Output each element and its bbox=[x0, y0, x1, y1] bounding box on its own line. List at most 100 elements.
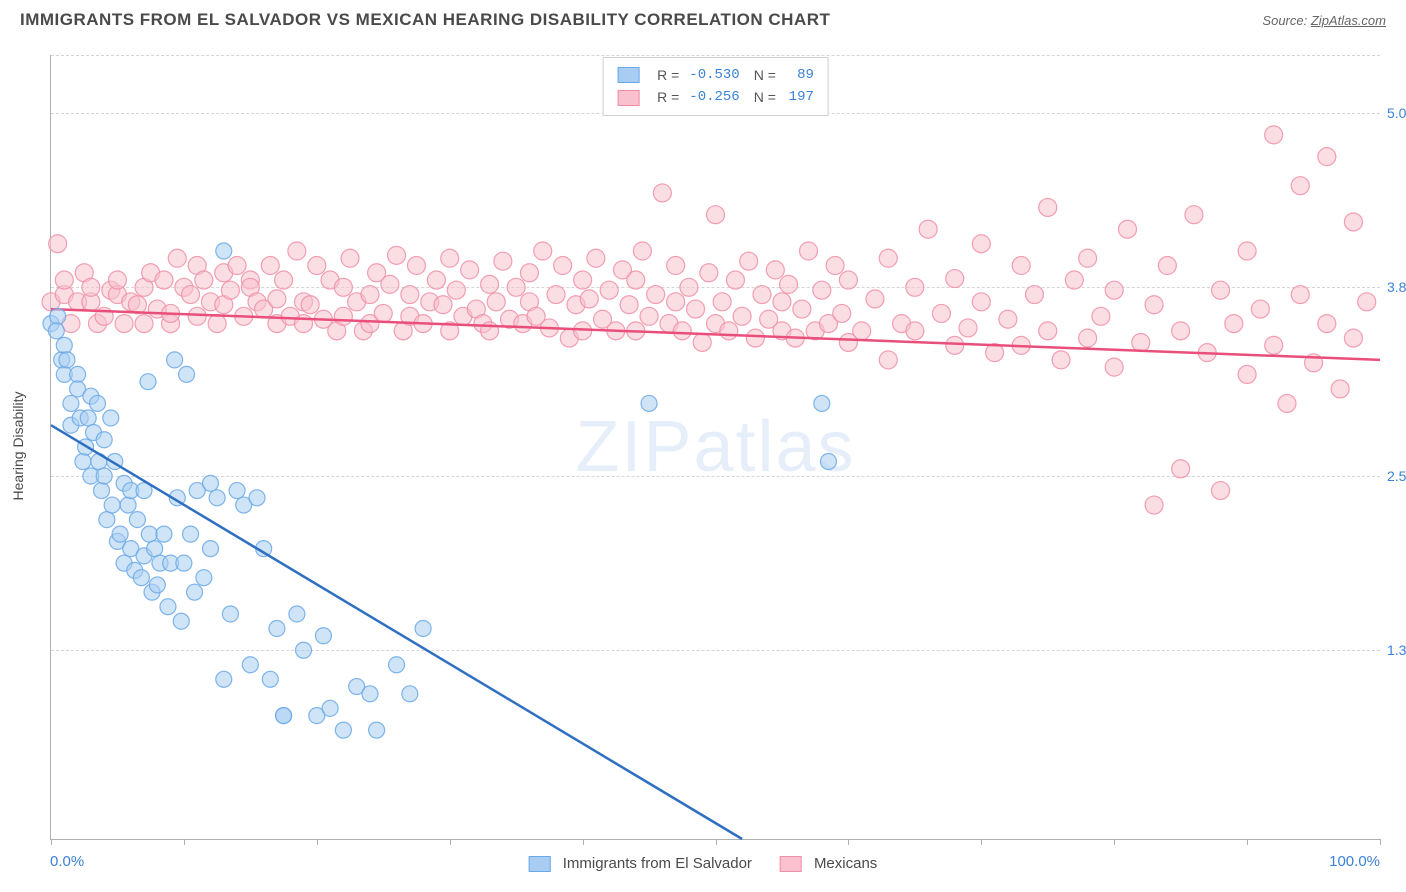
data-point bbox=[906, 322, 924, 340]
data-point bbox=[202, 541, 218, 557]
data-point bbox=[866, 290, 884, 308]
r-label: R = bbox=[657, 86, 679, 108]
data-point bbox=[1212, 482, 1230, 500]
data-point bbox=[1331, 380, 1349, 398]
data-point bbox=[780, 275, 798, 293]
data-point bbox=[402, 686, 418, 702]
n-value-a: 89 bbox=[786, 64, 814, 86]
data-point bbox=[434, 296, 452, 314]
x-tick bbox=[1380, 839, 1381, 845]
data-point bbox=[160, 599, 176, 615]
source-label: Source: bbox=[1262, 13, 1307, 28]
data-point bbox=[740, 252, 758, 270]
data-point bbox=[1012, 257, 1030, 275]
data-point bbox=[693, 333, 711, 351]
data-point bbox=[826, 257, 844, 275]
scatter-svg bbox=[51, 55, 1380, 839]
data-point bbox=[49, 235, 67, 253]
data-point bbox=[959, 319, 977, 337]
data-point bbox=[647, 286, 665, 304]
data-point bbox=[275, 271, 293, 289]
data-point bbox=[1025, 286, 1043, 304]
data-point bbox=[362, 686, 378, 702]
data-point bbox=[155, 271, 173, 289]
data-point bbox=[461, 261, 479, 279]
data-point bbox=[1225, 315, 1243, 333]
data-point bbox=[746, 329, 764, 347]
data-point bbox=[680, 278, 698, 296]
x-tick bbox=[450, 839, 451, 845]
data-point bbox=[388, 246, 406, 264]
data-point bbox=[75, 454, 91, 470]
data-point bbox=[183, 526, 199, 542]
data-point bbox=[1172, 322, 1190, 340]
n-label: N = bbox=[754, 86, 776, 108]
data-point bbox=[1039, 322, 1057, 340]
data-point bbox=[640, 307, 658, 325]
data-point bbox=[820, 454, 836, 470]
data-point bbox=[1105, 281, 1123, 299]
data-point bbox=[179, 366, 195, 382]
data-point bbox=[401, 286, 419, 304]
data-point bbox=[268, 290, 286, 308]
data-point bbox=[48, 323, 64, 339]
data-point bbox=[1145, 296, 1163, 314]
data-point bbox=[133, 570, 149, 586]
x-tick bbox=[981, 839, 982, 845]
data-point bbox=[59, 352, 75, 368]
data-point bbox=[667, 293, 685, 311]
data-point bbox=[839, 271, 857, 289]
data-point bbox=[1145, 496, 1163, 514]
data-point bbox=[269, 620, 285, 636]
swatch-series-b-icon bbox=[780, 856, 802, 872]
data-point bbox=[56, 337, 72, 353]
data-point bbox=[296, 642, 312, 658]
data-point bbox=[315, 628, 331, 644]
data-point bbox=[700, 264, 718, 282]
data-point bbox=[707, 206, 725, 224]
legend-item-b: Mexicans bbox=[780, 855, 877, 872]
x-tick bbox=[1114, 839, 1115, 845]
source-link[interactable]: ZipAtlas.com bbox=[1311, 13, 1386, 28]
data-point bbox=[554, 257, 572, 275]
data-point bbox=[627, 271, 645, 289]
data-point bbox=[115, 315, 133, 333]
data-point bbox=[534, 242, 552, 260]
data-point bbox=[1344, 213, 1362, 231]
y-tick-label: 5.0% bbox=[1387, 105, 1406, 121]
legend-item-a: Immigrants from El Salvador bbox=[529, 855, 752, 872]
data-point bbox=[229, 483, 245, 499]
x-tick bbox=[51, 839, 52, 845]
data-point bbox=[427, 271, 445, 289]
data-point bbox=[972, 235, 990, 253]
data-point bbox=[1079, 249, 1097, 267]
data-point bbox=[104, 497, 120, 513]
data-point bbox=[288, 242, 306, 260]
data-point bbox=[919, 220, 937, 238]
data-point bbox=[447, 281, 465, 299]
data-point bbox=[833, 304, 851, 322]
legend-label-a: Immigrants from El Salvador bbox=[563, 855, 752, 872]
chart-plot-area: R = -0.530 N = 89 R = -0.256 N = 197 ZIP… bbox=[50, 55, 1380, 840]
data-point bbox=[90, 395, 106, 411]
data-point bbox=[1265, 126, 1283, 144]
data-point bbox=[141, 526, 157, 542]
data-point bbox=[1358, 293, 1376, 311]
data-point bbox=[1158, 257, 1176, 275]
data-point bbox=[216, 243, 232, 259]
data-point bbox=[906, 278, 924, 296]
data-point bbox=[879, 351, 897, 369]
data-point bbox=[1039, 198, 1057, 216]
chart-title: IMMIGRANTS FROM EL SALVADOR VS MEXICAN H… bbox=[20, 10, 830, 30]
data-point bbox=[276, 708, 292, 724]
data-point bbox=[167, 352, 183, 368]
data-point bbox=[1079, 329, 1097, 347]
data-point bbox=[140, 374, 156, 390]
data-point bbox=[208, 315, 226, 333]
data-point bbox=[673, 322, 691, 340]
data-point bbox=[620, 296, 638, 314]
x-tick bbox=[1247, 839, 1248, 845]
data-point bbox=[547, 286, 565, 304]
stats-legend-row-a: R = -0.530 N = 89 bbox=[617, 64, 814, 86]
y-tick-label: 2.5% bbox=[1387, 468, 1406, 484]
